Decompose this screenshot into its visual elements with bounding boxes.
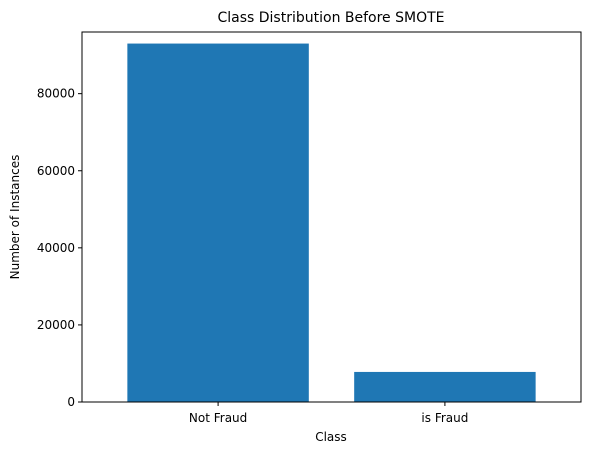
y-tick-label: 20000 xyxy=(37,318,75,332)
chart-title: Class Distribution Before SMOTE xyxy=(217,10,444,26)
y-tick-label: 60000 xyxy=(37,164,75,178)
y-axis-ticks: 0 20000 40000 60000 80000 xyxy=(37,87,82,409)
y-axis-label: Number of Instances xyxy=(8,155,22,280)
x-tick-label: Not Fraud xyxy=(189,411,247,425)
y-tick-label: 0 xyxy=(67,395,75,409)
y-tick-label: 80000 xyxy=(37,87,75,101)
bar-not-fraud xyxy=(127,44,308,402)
y-tick-label: 40000 xyxy=(37,241,75,255)
x-axis-ticks: Not Fraud is Fraud xyxy=(189,402,468,425)
bar-is-fraud xyxy=(354,372,535,402)
bars-group xyxy=(127,44,535,402)
x-axis-label: Class xyxy=(315,430,347,444)
x-tick-label: is Fraud xyxy=(421,411,468,425)
